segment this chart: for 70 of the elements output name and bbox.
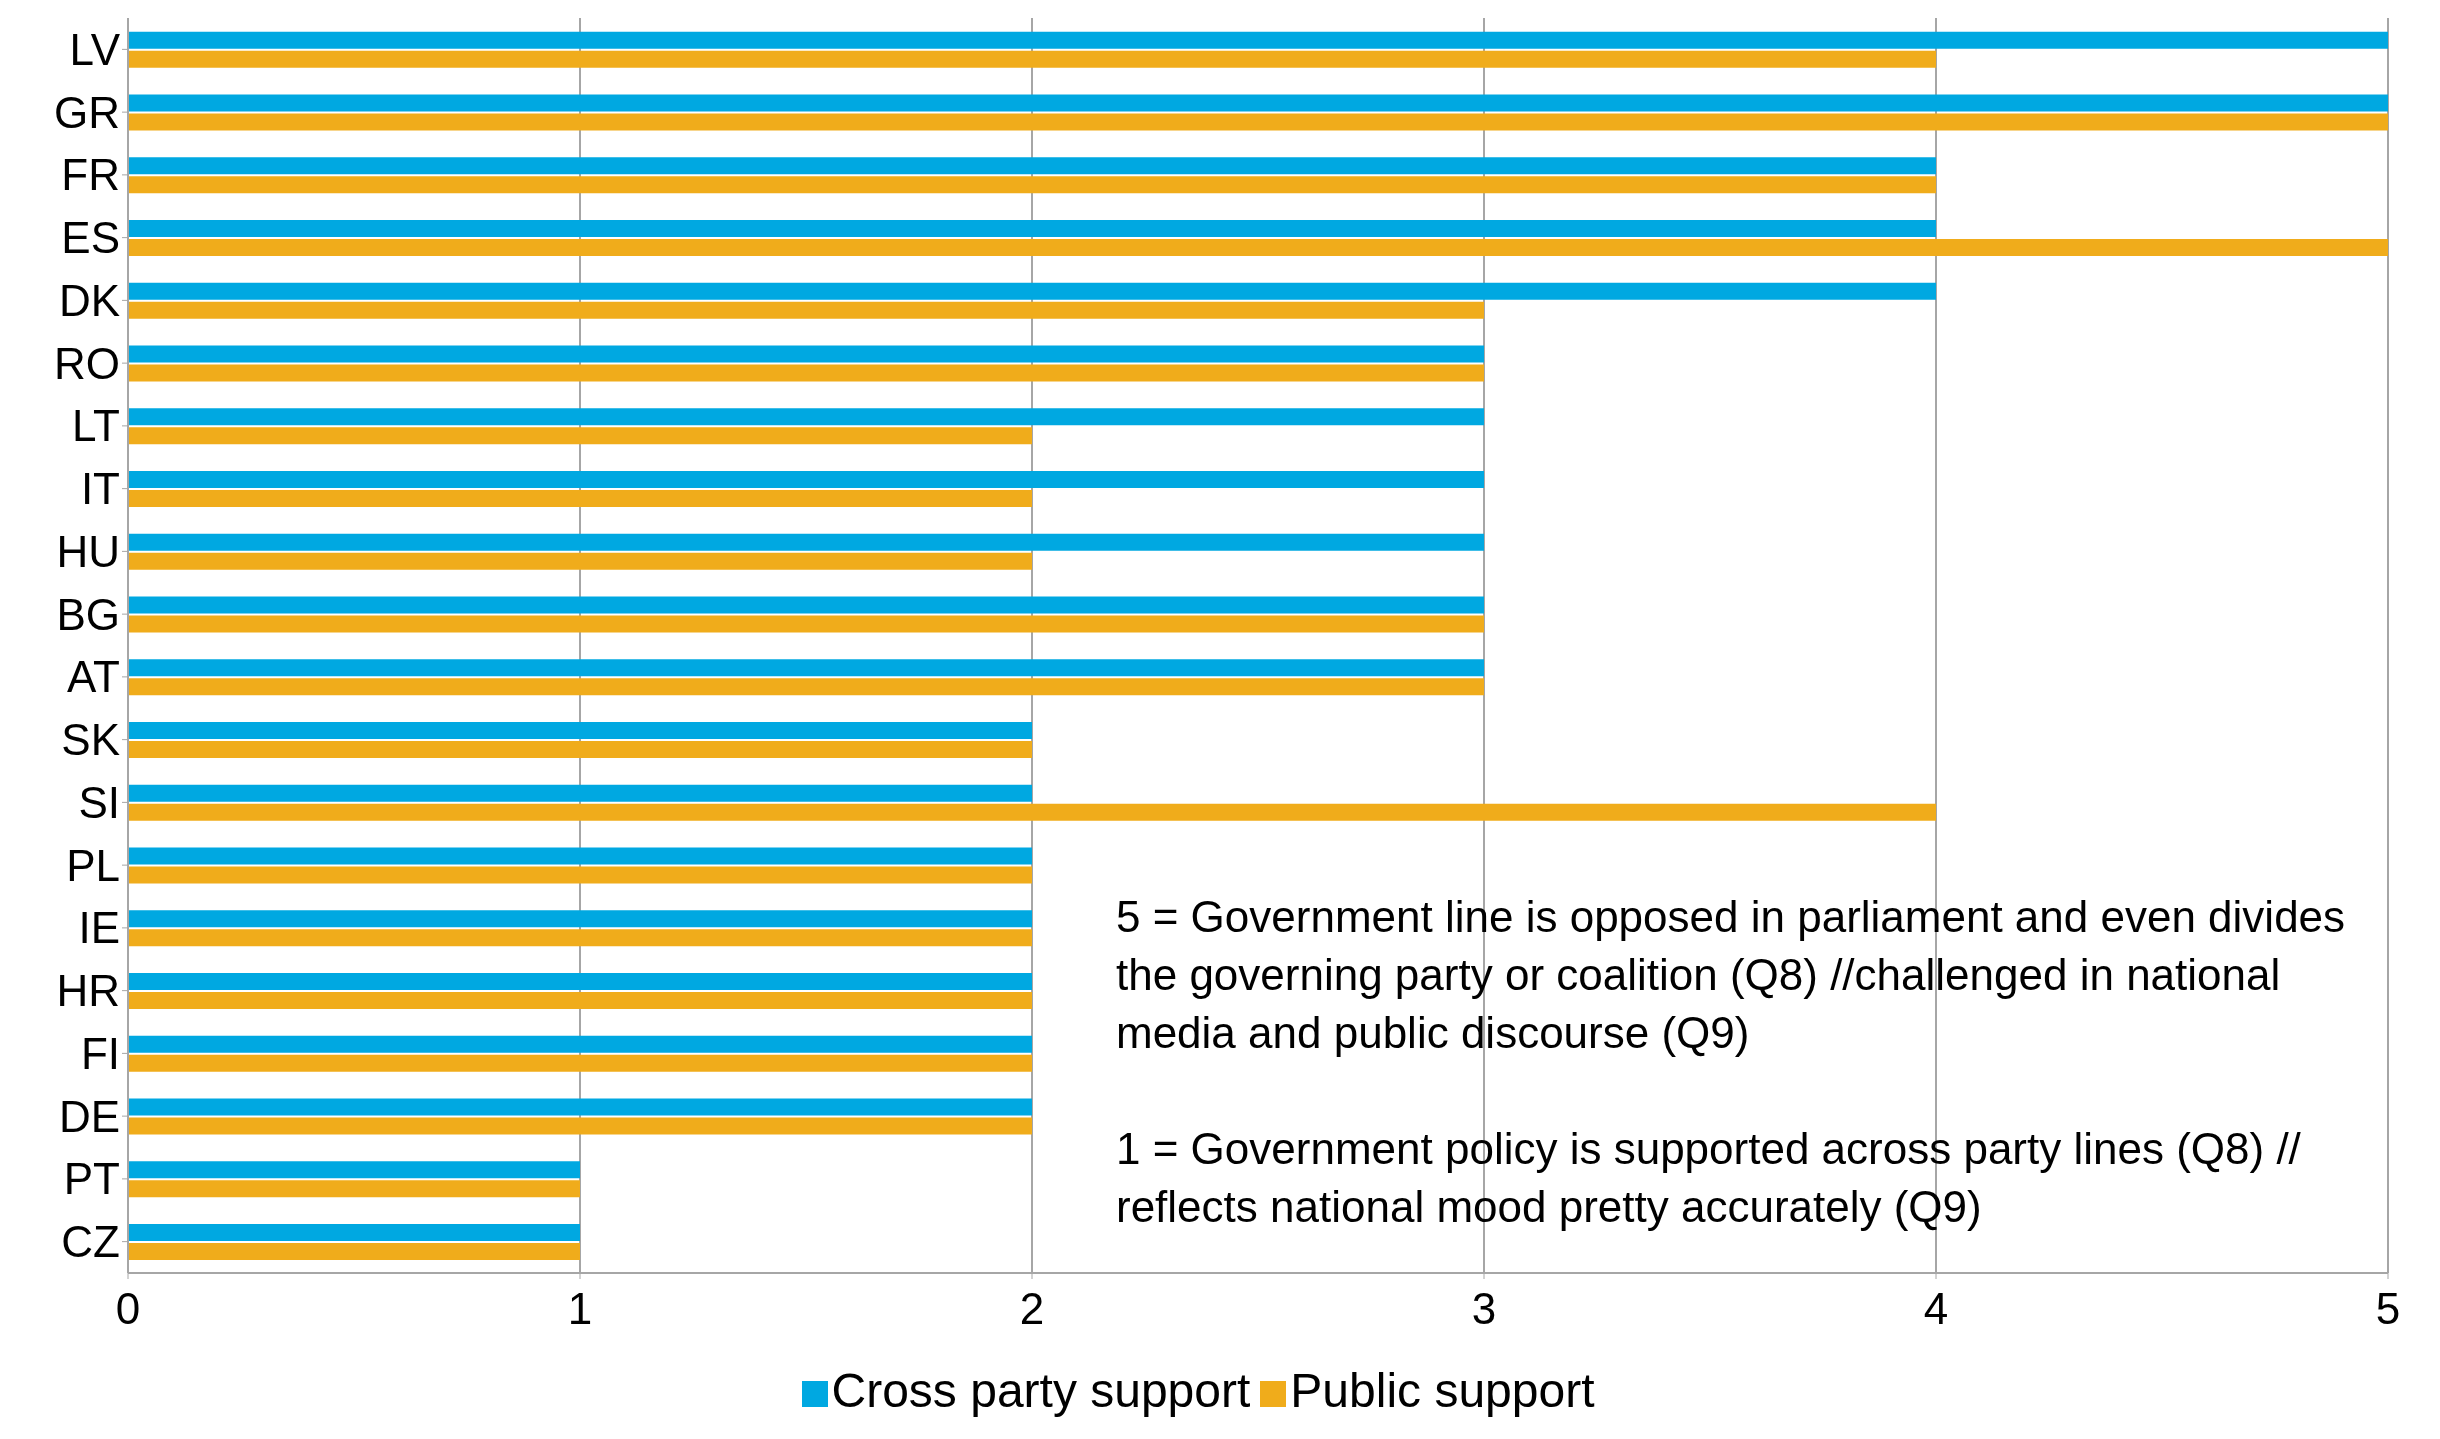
bar [128, 1117, 1032, 1135]
y-tick-label: DE [58, 1091, 120, 1141]
y-tick-label: HR [56, 966, 120, 1016]
y-tick-label: FR [61, 150, 120, 200]
bar [128, 659, 1484, 677]
bar [128, 992, 1032, 1010]
y-tick-label: AT [67, 652, 120, 702]
bar [128, 722, 1032, 740]
y-tick-label: GR [54, 87, 120, 137]
bar [128, 301, 1484, 319]
bar [128, 803, 1936, 821]
x-tick-label: 4 [1923, 1284, 1949, 1334]
bar [128, 910, 1032, 928]
legend-label: Public support [1290, 1364, 1595, 1417]
bar [128, 1224, 580, 1242]
y-tick-label: SK [61, 715, 120, 765]
bar [128, 533, 1484, 551]
y-tick-label: PL [66, 840, 120, 890]
x-tick-label: 1 [567, 1284, 593, 1334]
y-tick-label: FI [80, 1028, 120, 1078]
annotation: 5 = Government line is opposed in parliament and even divides the governing party or coalition (Q8) //challenged in national media and public discourse (Q9) [1116, 891, 2347, 1059]
bar [128, 239, 2388, 257]
bar [128, 282, 1936, 300]
y-tick-label: CZ [61, 1217, 120, 1267]
x-tick-label: 5 [2375, 1284, 2401, 1334]
bar [128, 552, 1032, 570]
y-tick-label: BG [56, 589, 120, 639]
bar [128, 784, 1032, 802]
y-tick-label: ES [61, 213, 120, 263]
x-tick-label: 0 [115, 1284, 141, 1334]
x-tick-label: 3 [1471, 1284, 1497, 1334]
bar [128, 615, 1484, 633]
bar [128, 1243, 580, 1261]
y-tick-label: RO [54, 338, 120, 388]
bar [128, 50, 1936, 68]
y-tick-label: LV [69, 24, 121, 74]
bar [128, 973, 1032, 991]
bar [128, 490, 1032, 508]
legend-label: Cross party support [831, 1364, 1251, 1417]
y-tick-label: DK [58, 275, 120, 325]
bar [128, 847, 1032, 865]
bar [128, 1161, 580, 1179]
bar [128, 427, 1032, 445]
bar [128, 471, 1484, 489]
bar [128, 1054, 1032, 1072]
bar [128, 364, 1484, 382]
bar [128, 31, 2388, 49]
bar [128, 866, 1032, 884]
bar [128, 678, 1484, 696]
y-tick-label: SI [78, 777, 120, 827]
bar [128, 1035, 1032, 1053]
y-tick-label: PT [63, 1154, 120, 1204]
bar [128, 176, 1936, 194]
bar [128, 345, 1484, 363]
bar [128, 1180, 580, 1198]
y-tick-label: LT [71, 401, 120, 451]
y-tick-label: HU [56, 526, 120, 576]
y-tick-label: IE [78, 903, 120, 953]
x-tick-label: 2 [1019, 1284, 1045, 1334]
bar [128, 929, 1032, 947]
bar [128, 1098, 1032, 1116]
annotation: 1 = Government policy is supported across party lines (Q8) // reflects national mood pretty accurately (Q9) [1116, 1123, 2302, 1233]
bar [128, 157, 1936, 175]
bar [128, 408, 1484, 426]
bar [128, 741, 1032, 759]
bar [128, 596, 1484, 614]
bar [128, 220, 1936, 238]
y-tick-label: IT [80, 464, 120, 514]
bar [128, 94, 2388, 112]
bar [128, 113, 2388, 131]
